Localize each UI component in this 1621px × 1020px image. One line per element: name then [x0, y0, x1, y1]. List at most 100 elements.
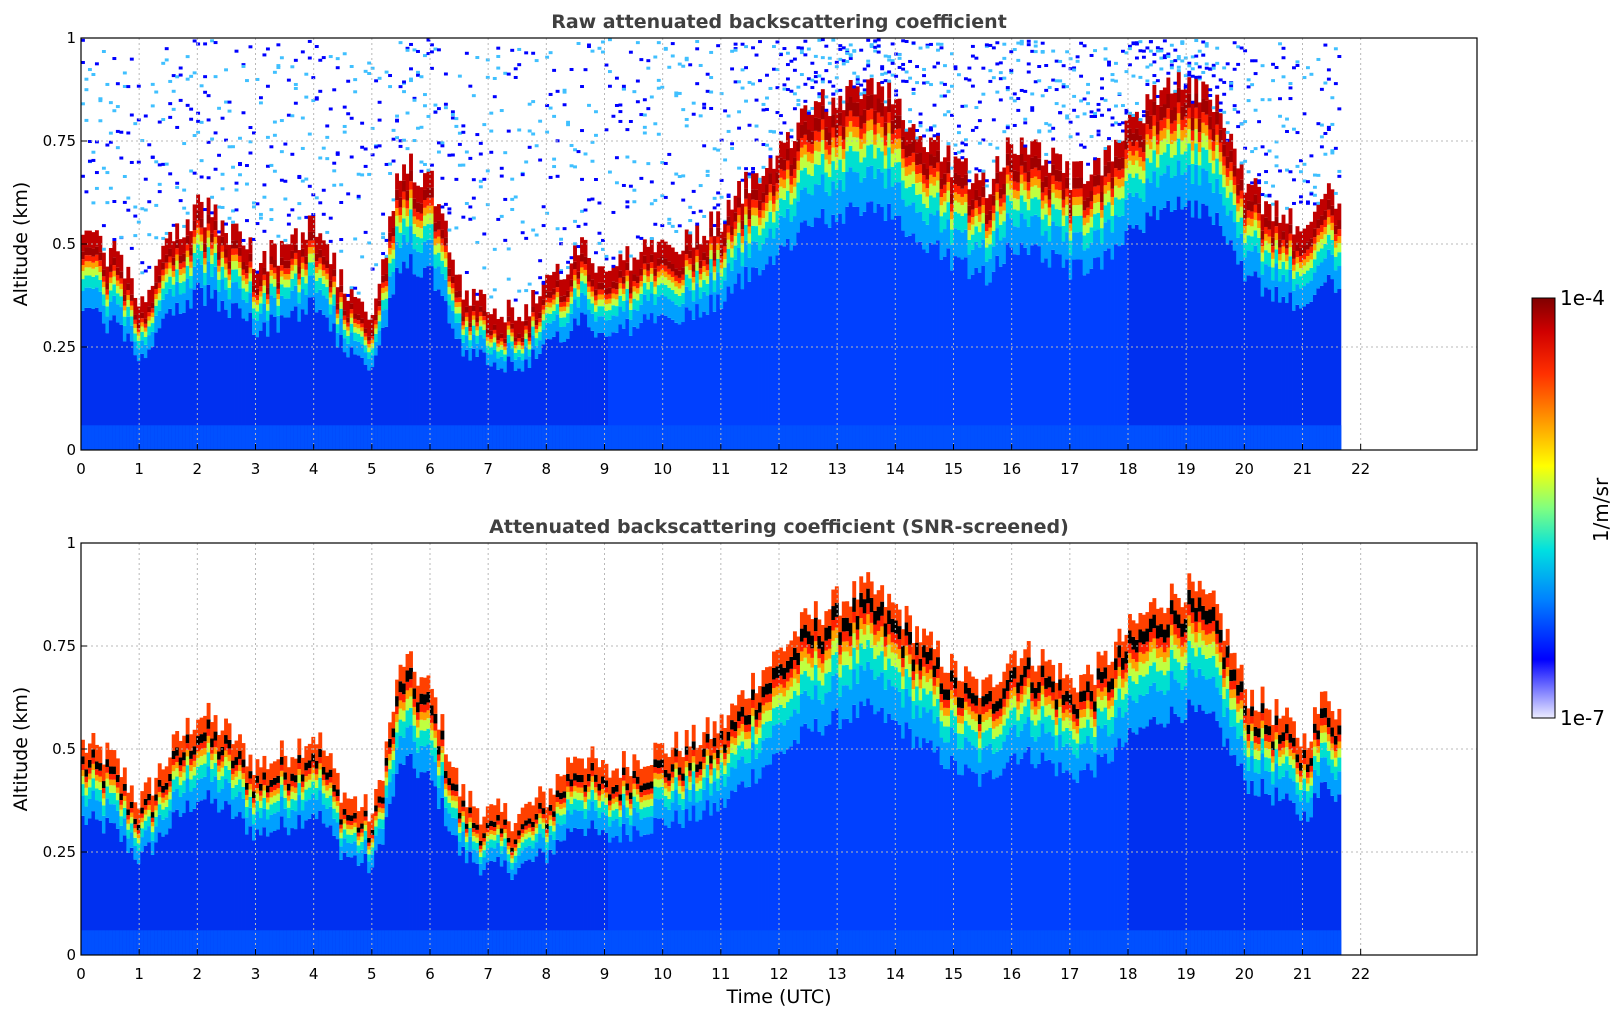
heatmap-cell — [258, 425, 263, 450]
heatmap-cell — [527, 344, 532, 350]
heatmap-cell — [384, 273, 389, 282]
heatmap-cell — [744, 240, 748, 267]
heatmap-cell — [1044, 176, 1049, 188]
heatmap-cell — [960, 425, 965, 450]
heatmap-cell — [311, 275, 316, 298]
heatmap-cell — [1093, 159, 1097, 176]
heatmap-cell — [639, 58, 644, 62]
heatmap-cell — [1292, 66, 1296, 70]
heatmap-cell — [175, 248, 180, 255]
heatmap-cell — [628, 287, 633, 294]
heatmap-cell — [290, 152, 295, 156]
heatmap-cell — [1281, 239, 1286, 247]
heatmap-cell — [632, 286, 637, 292]
heatmap-cell — [970, 249, 975, 275]
heatmap-cell — [150, 104, 155, 108]
heatmap-cell — [398, 144, 403, 148]
heatmap-cell — [489, 354, 494, 367]
heatmap-cell — [1326, 209, 1331, 218]
heatmap-cell — [1292, 127, 1296, 131]
heatmap-cell — [1302, 245, 1307, 254]
heatmap-cell — [517, 63, 522, 67]
heatmap-cell — [611, 114, 616, 118]
heatmap-cell — [1155, 144, 1160, 155]
heatmap-cell — [747, 80, 752, 84]
heatmap-cell — [698, 114, 703, 118]
heatmap-cell — [653, 122, 658, 126]
heatmap-cell — [84, 425, 89, 450]
heatmap-cell — [108, 101, 113, 105]
heatmap-cell — [325, 268, 330, 274]
heatmap-cell — [489, 425, 494, 450]
heatmap-cell — [168, 248, 173, 257]
heatmap-cell — [621, 183, 626, 187]
heatmap-cell — [566, 306, 570, 314]
heatmap-cell — [848, 167, 853, 203]
heatmap-cell — [1319, 285, 1324, 450]
heatmap-cell — [733, 283, 738, 450]
heatmap-cell — [604, 128, 609, 132]
heatmap-cell — [656, 271, 661, 278]
heatmap-cell — [311, 253, 316, 263]
heatmap-cell — [977, 272, 982, 450]
heatmap-cell — [587, 281, 591, 287]
heatmap-cell — [245, 291, 249, 303]
heatmap-cell — [852, 137, 857, 152]
heatmap-cell — [262, 293, 267, 304]
heatmap-cell — [642, 314, 647, 450]
heatmap-cell — [482, 316, 487, 321]
heatmap-cell — [506, 316, 511, 322]
heatmap-cell — [967, 222, 972, 231]
heatmap-cell — [478, 289, 483, 307]
heatmap-cell — [660, 425, 665, 450]
heatmap-cell — [911, 183, 916, 203]
heatmap-cell — [314, 273, 319, 281]
heatmap-cell — [950, 52, 954, 56]
heatmap-cell — [489, 330, 494, 336]
heatmap-cell — [307, 253, 312, 263]
heatmap-cell — [143, 782, 148, 799]
heatmap-cell — [1148, 129, 1153, 140]
heatmap-cell — [953, 156, 958, 173]
heatmap-cell — [454, 302, 459, 308]
heatmap-cell — [646, 263, 651, 271]
heatmap-cell — [936, 162, 940, 172]
heatmap-cell — [820, 140, 825, 154]
heatmap-cell — [904, 236, 909, 450]
heatmap-cell — [1299, 247, 1303, 256]
heatmap-cell — [1089, 174, 1094, 192]
heatmap-cell — [1061, 425, 1066, 450]
heatmap-cell — [1117, 179, 1122, 188]
heatmap-cell — [143, 805, 148, 810]
heatmap-cell — [988, 69, 993, 73]
heatmap-cell — [991, 425, 996, 450]
heatmap-cell — [506, 342, 511, 357]
heatmap-cell — [963, 77, 968, 81]
heatmap-cell — [182, 267, 187, 274]
heatmap-cell — [503, 346, 508, 350]
heatmap-cell — [684, 56, 689, 60]
heatmap-cell — [1302, 76, 1307, 80]
heatmap-cell — [716, 243, 721, 251]
heatmap-cell — [1128, 173, 1132, 193]
heatmap-cell — [122, 425, 127, 450]
heatmap-cell — [157, 182, 162, 186]
heatmap-cell — [691, 319, 696, 450]
heatmap-cell — [782, 425, 787, 450]
heatmap-cell — [1271, 237, 1275, 247]
heatmap-cell — [91, 276, 96, 289]
heatmap-cell — [981, 425, 986, 450]
heatmap-cell — [782, 87, 787, 91]
heatmap-cell — [939, 94, 944, 98]
heatmap-cell — [248, 425, 253, 450]
heatmap-cell — [799, 147, 804, 158]
heatmap-cell — [1274, 240, 1279, 250]
heatmap-cell — [206, 284, 211, 450]
heatmap-cell — [1292, 290, 1296, 311]
heatmap-cell — [646, 246, 651, 264]
chart-title: Raw attenuated backscattering coefficien… — [551, 11, 1007, 33]
heatmap-cell — [691, 264, 696, 272]
heatmap-cell — [227, 287, 232, 300]
heatmap-cell — [1005, 124, 1010, 128]
heatmap-cell — [391, 249, 396, 259]
